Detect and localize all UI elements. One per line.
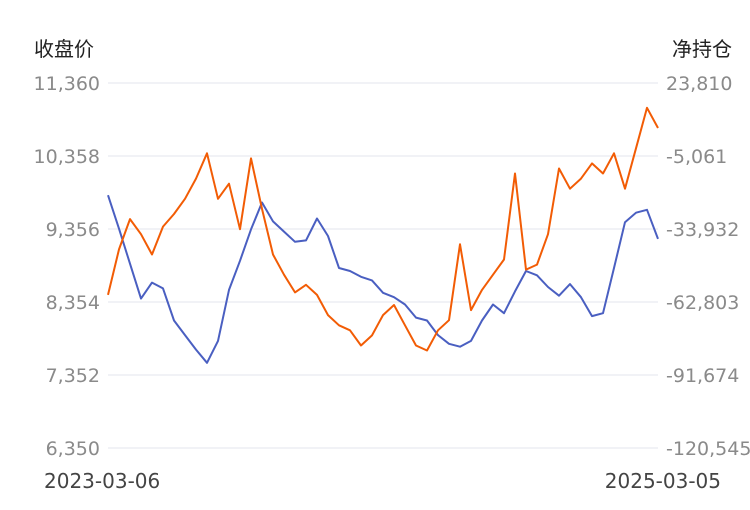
right-axis-ticks: 23,810 -5,061 -33,932 -62,803 -91,674 -120,54… bbox=[666, 73, 750, 460]
left-tick-label: 7,352 bbox=[46, 365, 100, 387]
x-end-date-label: 2025-03-05 bbox=[605, 469, 721, 493]
right-axis-title: 净持仓 bbox=[672, 37, 732, 61]
right-tick-label: -5,061 bbox=[666, 146, 727, 168]
left-tick-label: 8,354 bbox=[46, 292, 100, 314]
right-tick-label: -120,545 bbox=[666, 438, 750, 460]
closing-price-line bbox=[107, 194, 659, 364]
gridlines bbox=[108, 82, 658, 449]
left-axis-title: 收盘价 bbox=[34, 37, 94, 61]
left-axis-ticks: 11,360 10,358 9,356 8,354 7,352 6,350 bbox=[34, 73, 100, 460]
left-tick-label: 10,358 bbox=[34, 146, 100, 168]
right-tick-label: -33,932 bbox=[666, 219, 739, 241]
left-tick-label: 9,356 bbox=[46, 219, 100, 241]
right-tick-label: -62,803 bbox=[666, 292, 739, 314]
left-tick-label: 11,360 bbox=[34, 73, 100, 95]
left-tick-label: 6,350 bbox=[46, 438, 100, 460]
right-tick-label: -91,674 bbox=[666, 365, 739, 387]
net-position-line bbox=[107, 106, 659, 352]
series-lines bbox=[107, 106, 659, 364]
x-start-date-label: 2023-03-06 bbox=[44, 469, 160, 493]
right-tick-label: 23,810 bbox=[666, 73, 732, 95]
